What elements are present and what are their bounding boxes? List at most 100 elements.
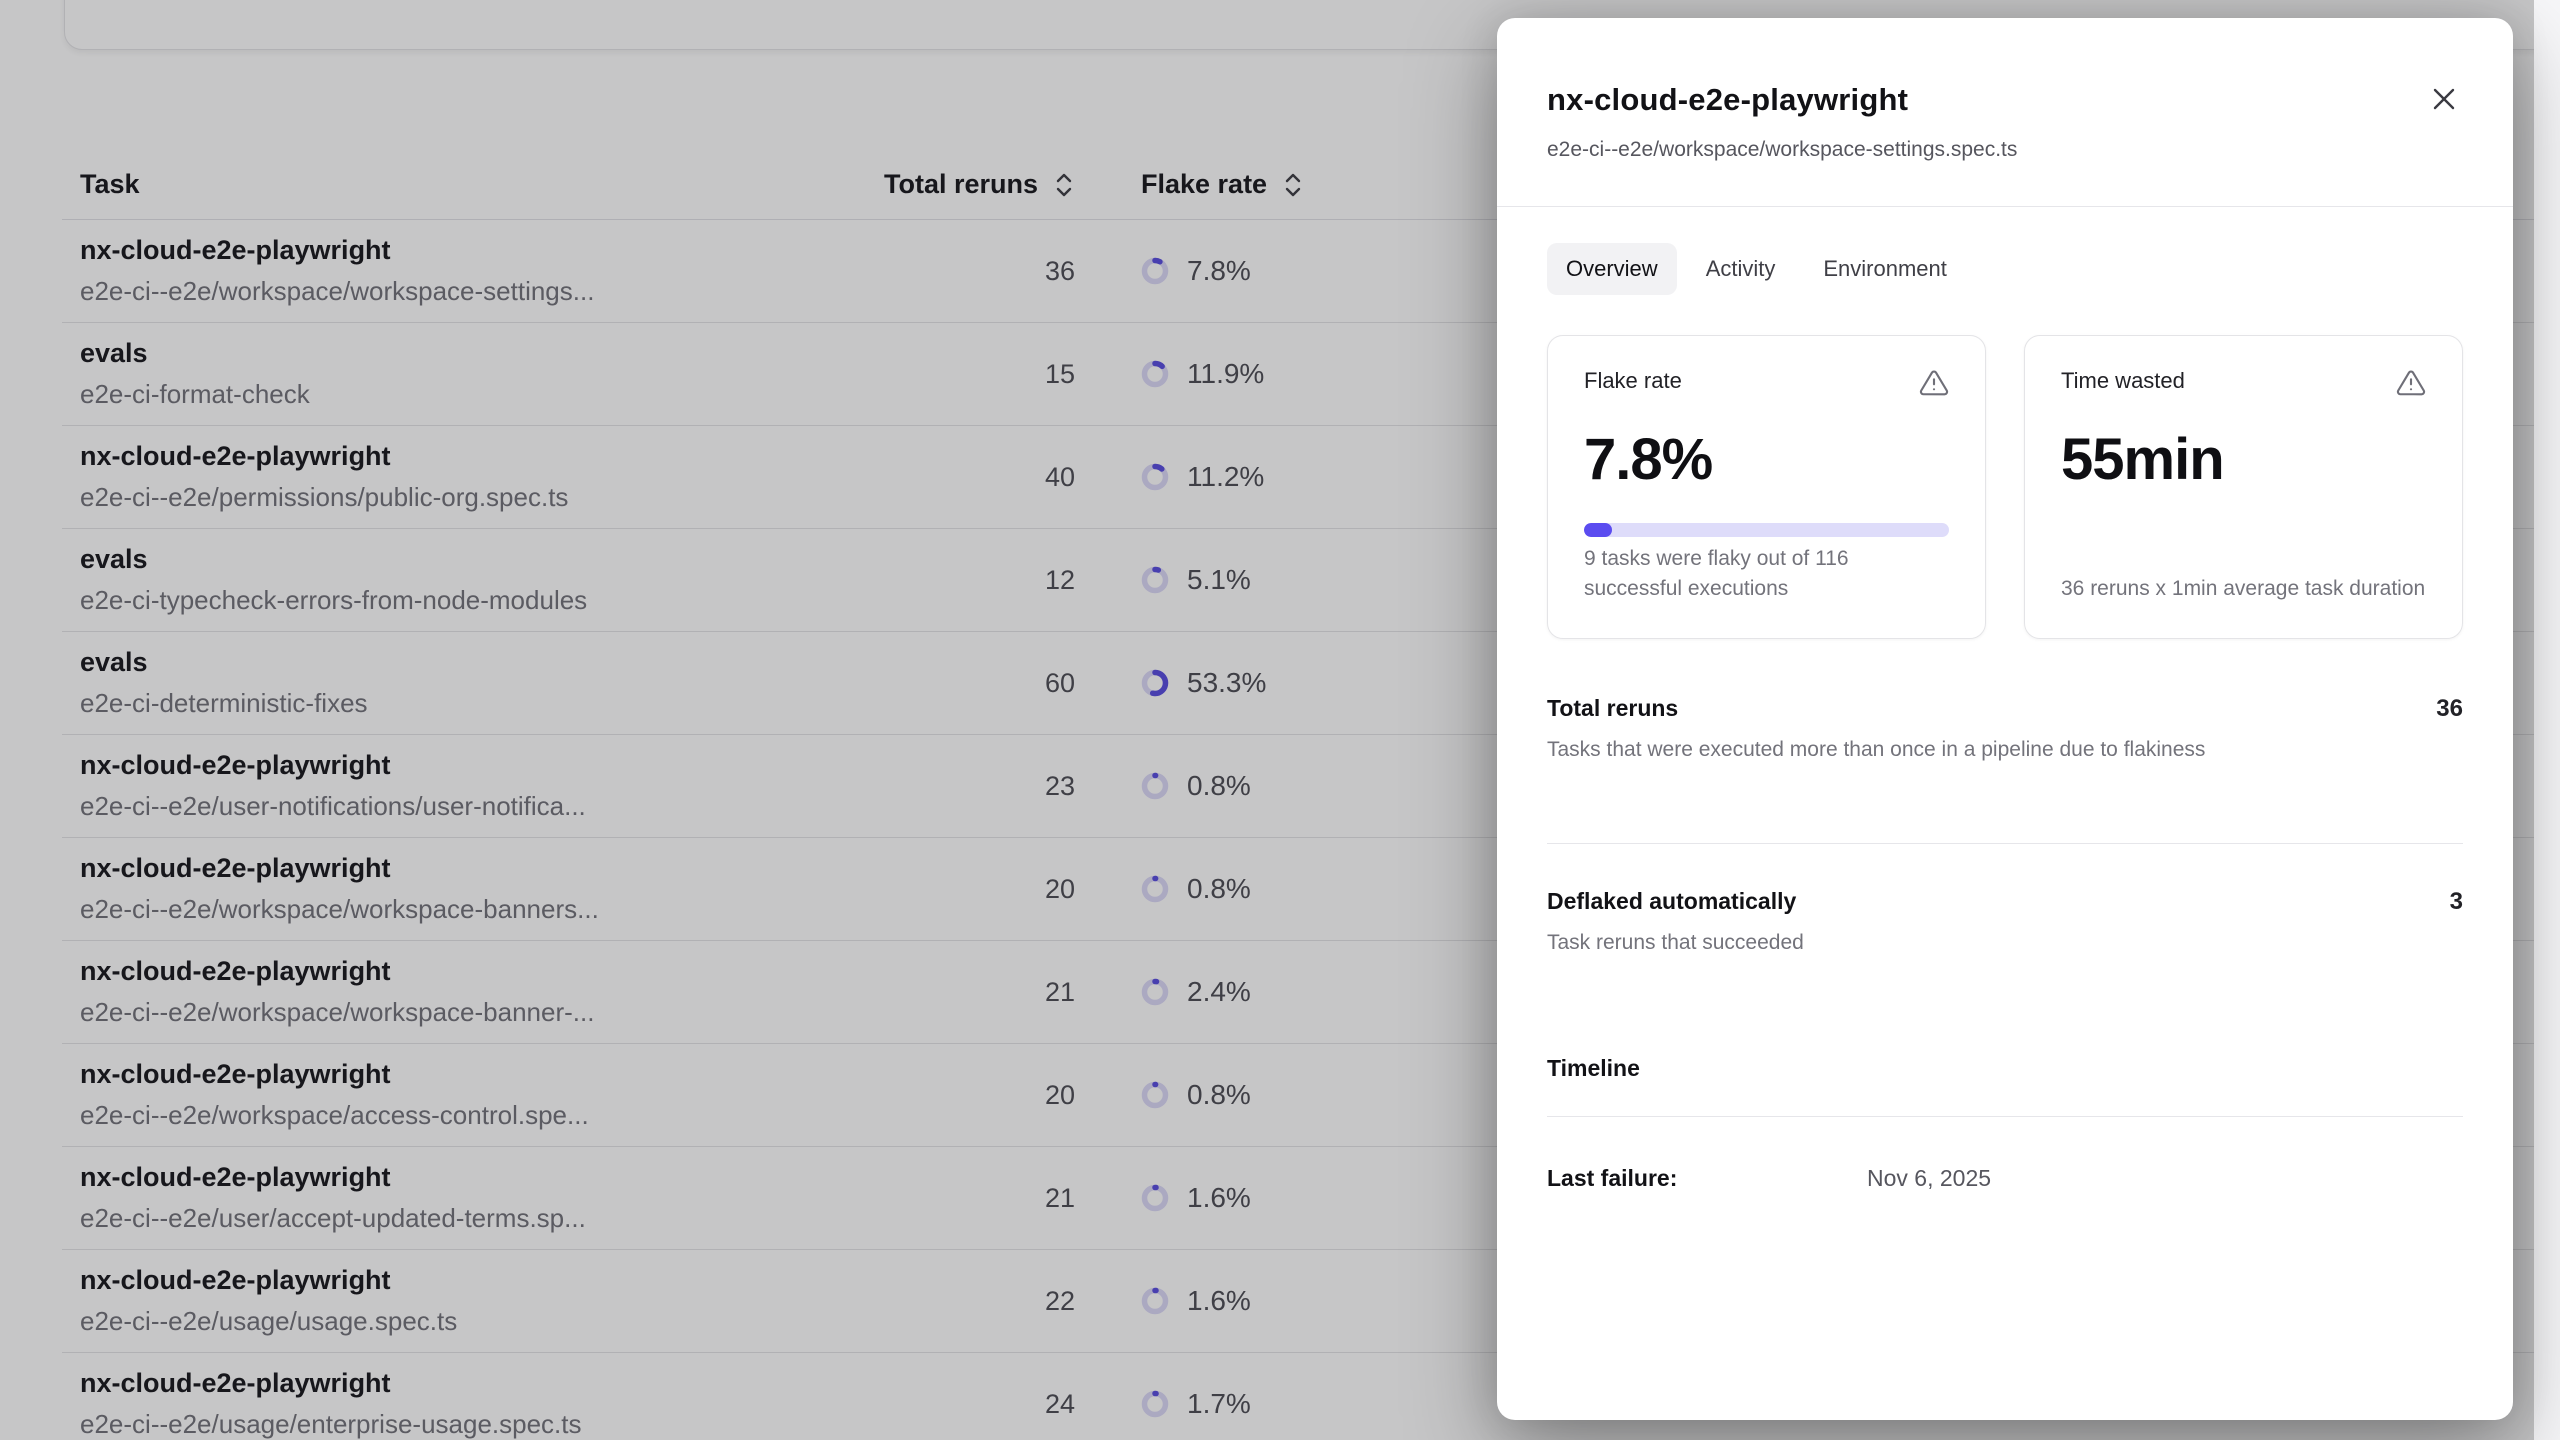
last-failure-label: Last failure:	[1547, 1164, 1678, 1191]
table-row[interactable]: nx-cloud-e2e-playwright e2e-ci--e2e/work…	[62, 838, 2560, 941]
flake-rate-description: 9 tasks were flaky out of 116 successful…	[1584, 546, 1849, 600]
flake-rate-cell: 1.7%	[1075, 1388, 2560, 1420]
table-row[interactable]: nx-cloud-e2e-playwright e2e-ci--e2e/user…	[62, 735, 2560, 838]
sort-icon[interactable]	[1053, 170, 1075, 200]
total-reruns-value: 15	[1044, 358, 1075, 389]
deflaked-description: Task reruns that succeeded	[1547, 931, 1804, 955]
flake-donut-icon	[1141, 360, 1169, 388]
task-cell: nx-cloud-e2e-playwright e2e-ci--e2e/perm…	[62, 441, 852, 513]
flake-donut-icon	[1141, 257, 1169, 285]
total-reruns-value: 22	[1044, 1285, 1075, 1316]
table-row[interactable]: nx-cloud-e2e-playwright e2e-ci--e2e/work…	[62, 941, 2560, 1044]
table-row[interactable]: nx-cloud-e2e-playwright e2e-ci--e2e/usag…	[62, 1250, 2560, 1353]
flake-rate-value: 1.6%	[1187, 1285, 1251, 1316]
task-name: nx-cloud-e2e-playwright	[80, 1162, 391, 1192]
close-icon	[2433, 88, 2455, 110]
tab-activity[interactable]: Activity	[1705, 256, 1776, 281]
flake-donut-icon	[1141, 566, 1169, 594]
flake-rate-value: 11.9%	[1187, 358, 1265, 389]
table-header-row: Task Total reruns Flake rate	[62, 150, 2560, 220]
task-name: nx-cloud-e2e-playwright	[80, 956, 391, 986]
table-body: nx-cloud-e2e-playwright e2e-ci--e2e/work…	[62, 220, 2560, 1440]
task-name: nx-cloud-e2e-playwright	[80, 1368, 391, 1398]
column-header-total-reruns[interactable]: Total reruns	[884, 169, 1075, 200]
drawer-body: Overview Activity Environment Flake rate…	[1497, 243, 2513, 1192]
task-name: nx-cloud-e2e-playwright	[80, 1265, 391, 1295]
task-cell: evals e2e-ci-format-check	[62, 338, 852, 410]
flaky-tasks-table: Task Total reruns Flake rate nx-cloud-e2…	[62, 150, 2560, 1440]
task-cell: nx-cloud-e2e-playwright e2e-ci--e2e/user…	[62, 750, 852, 822]
table-row[interactable]: nx-cloud-e2e-playwright e2e-ci--e2e/user…	[62, 1147, 2560, 1250]
table-row[interactable]: evals e2e-ci-typecheck-errors-from-node-…	[62, 529, 2560, 632]
table-row[interactable]: nx-cloud-e2e-playwright e2e-ci--e2e/work…	[62, 1044, 2560, 1147]
scrollbar-gutter	[2534, 0, 2560, 1440]
sort-icon[interactable]	[1282, 170, 1304, 200]
last-failure-row: Last failure: Nov 6, 2025	[1547, 1165, 2463, 1192]
flake-rate-cell: 7.8%	[1075, 255, 2560, 287]
flake-rate-cell: 0.8%	[1075, 873, 2560, 905]
drawer-tabs: Overview Activity Environment	[1547, 243, 2463, 295]
total-reruns-value: 40	[1044, 461, 1075, 492]
task-target: e2e-ci--e2e/workspace/workspace-settings…	[80, 276, 595, 306]
drawer-title: nx-cloud-e2e-playwright	[1547, 82, 1909, 117]
total-reruns-value: 36	[1044, 255, 1075, 286]
task-cell: evals e2e-ci-deterministic-fixes	[62, 647, 852, 719]
tab-environment[interactable]: Environment	[1823, 256, 1947, 281]
task-target: e2e-ci-deterministic-fixes	[80, 688, 368, 718]
flake-rate-cell: 11.9%	[1075, 358, 2560, 390]
task-cell: evals e2e-ci-typecheck-errors-from-node-…	[62, 544, 852, 616]
close-button[interactable]	[2421, 76, 2467, 122]
last-failure-value: Nov 6, 2025	[1867, 1164, 1992, 1191]
column-header-flake-rate[interactable]: Flake rate	[1075, 169, 2560, 200]
flake-rate-value: 1.6%	[1187, 1182, 1251, 1213]
task-name: nx-cloud-e2e-playwright	[80, 235, 391, 265]
total-reruns-section: Total reruns 36 Tasks that were executed…	[1547, 695, 2463, 765]
flake-rate-value: 11.2%	[1187, 461, 1265, 492]
metric-cards: Flake rate 7.8% 9 tasks were flaky out o…	[1547, 335, 2463, 639]
task-target: e2e-ci--e2e/user-notifications/user-noti…	[80, 791, 586, 821]
divider	[1547, 843, 2463, 845]
flake-rate-value: 1.7%	[1187, 1388, 1251, 1419]
flake-donut-icon	[1141, 463, 1169, 491]
task-name: evals	[80, 544, 148, 574]
table-row[interactable]: evals e2e-ci-deterministic-fixes 60 53.3…	[62, 632, 2560, 735]
task-name: nx-cloud-e2e-playwright	[80, 750, 391, 780]
flake-rate-card-label: Flake rate	[1584, 368, 1682, 393]
flake-rate-value: 0.8%	[1187, 770, 1251, 801]
task-target: e2e-ci--e2e/usage/usage.spec.ts	[80, 1306, 458, 1336]
flake-rate-cell: 2.4%	[1075, 976, 2560, 1008]
task-cell: nx-cloud-e2e-playwright e2e-ci--e2e/work…	[62, 853, 852, 925]
time-wasted-description: 36 reruns x 1min average task duration	[2061, 576, 2426, 600]
task-name: evals	[80, 338, 148, 368]
flake-donut-icon	[1141, 1390, 1169, 1418]
table-row[interactable]: evals e2e-ci-format-check 15 11.9%	[62, 323, 2560, 426]
time-wasted-value: 55min	[2061, 427, 2225, 492]
task-cell: nx-cloud-e2e-playwright e2e-ci--e2e/usag…	[62, 1265, 852, 1337]
flake-rate-cell: 0.8%	[1075, 1079, 2560, 1111]
task-target: e2e-ci--e2e/workspace/workspace-banners.…	[80, 894, 599, 924]
table-row[interactable]: nx-cloud-e2e-playwright e2e-ci--e2e/work…	[62, 220, 2560, 323]
flake-rate-cell: 5.1%	[1075, 564, 2560, 596]
tab-overview[interactable]: Overview	[1547, 243, 1677, 295]
flake-rate-cell: 1.6%	[1075, 1285, 2560, 1317]
flake-donut-icon	[1141, 1287, 1169, 1315]
flake-rate-value: 7.8%	[1584, 427, 1713, 492]
task-name: nx-cloud-e2e-playwright	[80, 853, 391, 883]
task-target: e2e-ci--e2e/permissions/public-org.spec.…	[80, 482, 569, 512]
drawer-subtitle: e2e-ci--e2e/workspace/workspace-settings…	[1547, 138, 2018, 161]
flake-donut-icon	[1141, 1081, 1169, 1109]
task-cell: nx-cloud-e2e-playwright e2e-ci--e2e/work…	[62, 956, 852, 1028]
flake-rate-value: 53.3%	[1187, 667, 1267, 698]
total-reruns-value: 21	[1044, 1182, 1075, 1213]
task-detail-drawer: nx-cloud-e2e-playwright e2e-ci--e2e/work…	[1497, 18, 2513, 1420]
time-wasted-card-label: Time wasted	[2061, 368, 2185, 393]
total-reruns-value: 12	[1044, 564, 1075, 595]
flake-rate-cell: 0.8%	[1075, 770, 2560, 802]
flake-rate-progress-fill	[1584, 523, 1613, 537]
table-row[interactable]: nx-cloud-e2e-playwright e2e-ci--e2e/perm…	[62, 426, 2560, 529]
column-header-total-reruns-label: Total reruns	[883, 169, 1038, 199]
total-reruns-count: 36	[2436, 695, 2463, 722]
table-row[interactable]: nx-cloud-e2e-playwright e2e-ci--e2e/usag…	[62, 1353, 2560, 1440]
flake-rate-value: 0.8%	[1187, 873, 1251, 904]
